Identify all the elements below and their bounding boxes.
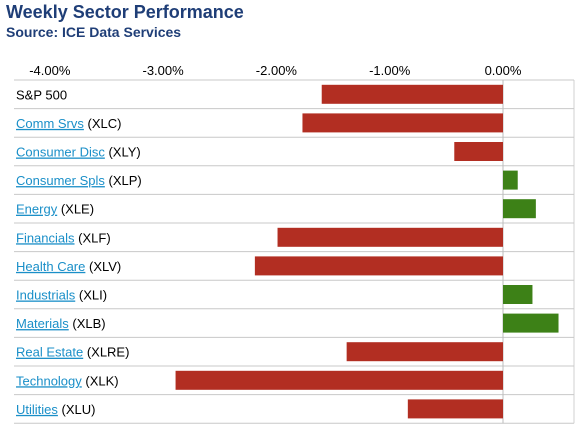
row-label-real-estate[interactable]: Real Estate (XLRE) (16, 345, 129, 360)
x-tick-label: -3.00% (142, 63, 184, 78)
x-tick-label: 0.00% (485, 63, 522, 78)
row-label-energy[interactable]: Energy (XLE) (16, 202, 94, 217)
row-label-s-p-500: S&P 500 (16, 87, 67, 102)
row-label-health-care[interactable]: Health Care (XLV) (16, 259, 121, 274)
sector-link[interactable]: Industrials (16, 288, 76, 303)
ticker-label: (XLF) (75, 230, 111, 245)
bar-technology (175, 370, 504, 390)
row-label-technology[interactable]: Technology (XLK) (16, 373, 119, 388)
row-label-materials[interactable]: Materials (XLB) (16, 316, 106, 331)
bar-utilities (407, 399, 503, 419)
sector-link[interactable]: Consumer Spls (16, 173, 105, 188)
x-tick-label: -4.00% (29, 63, 71, 78)
ticker-label: (XLB) (69, 316, 106, 331)
bar-health-care (254, 256, 503, 276)
bar-s-p-500 (321, 84, 503, 104)
sector-link[interactable]: Technology (16, 373, 82, 388)
bar-materials (503, 313, 559, 333)
row-label-industrials[interactable]: Industrials (XLI) (16, 288, 107, 303)
ticker-label: (XLU) (58, 402, 96, 417)
sector-link[interactable]: Consumer Disc (16, 145, 105, 160)
ticker-label: (XLY) (105, 145, 141, 160)
bar-energy (503, 199, 536, 219)
sector-link[interactable]: Health Care (16, 259, 85, 274)
ticker-label: (XLI) (75, 288, 107, 303)
sector-link[interactable]: Comm Srvs (16, 116, 84, 131)
bar-comm-srvs (302, 113, 503, 133)
row-label-consumer-spls[interactable]: Consumer Spls (XLP) (16, 173, 142, 188)
bar-real-estate (346, 342, 503, 362)
ticker-label: (XLC) (84, 116, 122, 131)
sector-link[interactable]: Energy (16, 202, 58, 217)
row-label-comm-srvs[interactable]: Comm Srvs (XLC) (16, 116, 121, 131)
bar-industrials (503, 285, 533, 304)
chart-subtitle: Source: ICE Data Services (6, 24, 182, 40)
sector-link[interactable]: Real Estate (16, 345, 83, 360)
ticker-label: (XLK) (82, 373, 119, 388)
bar-financials (277, 227, 503, 247)
chart-title: Weekly Sector Performance (6, 2, 244, 22)
ticker-label: (XLE) (57, 202, 94, 217)
row-label-utilities[interactable]: Utilities (XLU) (16, 402, 95, 417)
x-tick-label: -1.00% (369, 63, 411, 78)
row-label-financials[interactable]: Financials (XLF) (16, 230, 111, 245)
ticker-label: (XLV) (85, 259, 121, 274)
ticker-label: (XLRE) (83, 345, 129, 360)
sector-link[interactable]: Utilities (16, 402, 58, 417)
bar-consumer-spls (503, 170, 518, 190)
row-label-consumer-disc[interactable]: Consumer Disc (XLY) (16, 145, 141, 160)
sector-link[interactable]: Financials (16, 230, 75, 245)
x-tick-label: -2.00% (256, 63, 298, 78)
bar-consumer-disc (454, 142, 503, 161)
ticker-label: (XLP) (105, 173, 142, 188)
sector-link[interactable]: Materials (16, 316, 69, 331)
